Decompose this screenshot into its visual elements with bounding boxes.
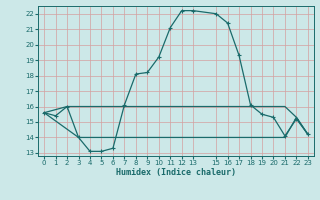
X-axis label: Humidex (Indice chaleur): Humidex (Indice chaleur) xyxy=(116,168,236,177)
